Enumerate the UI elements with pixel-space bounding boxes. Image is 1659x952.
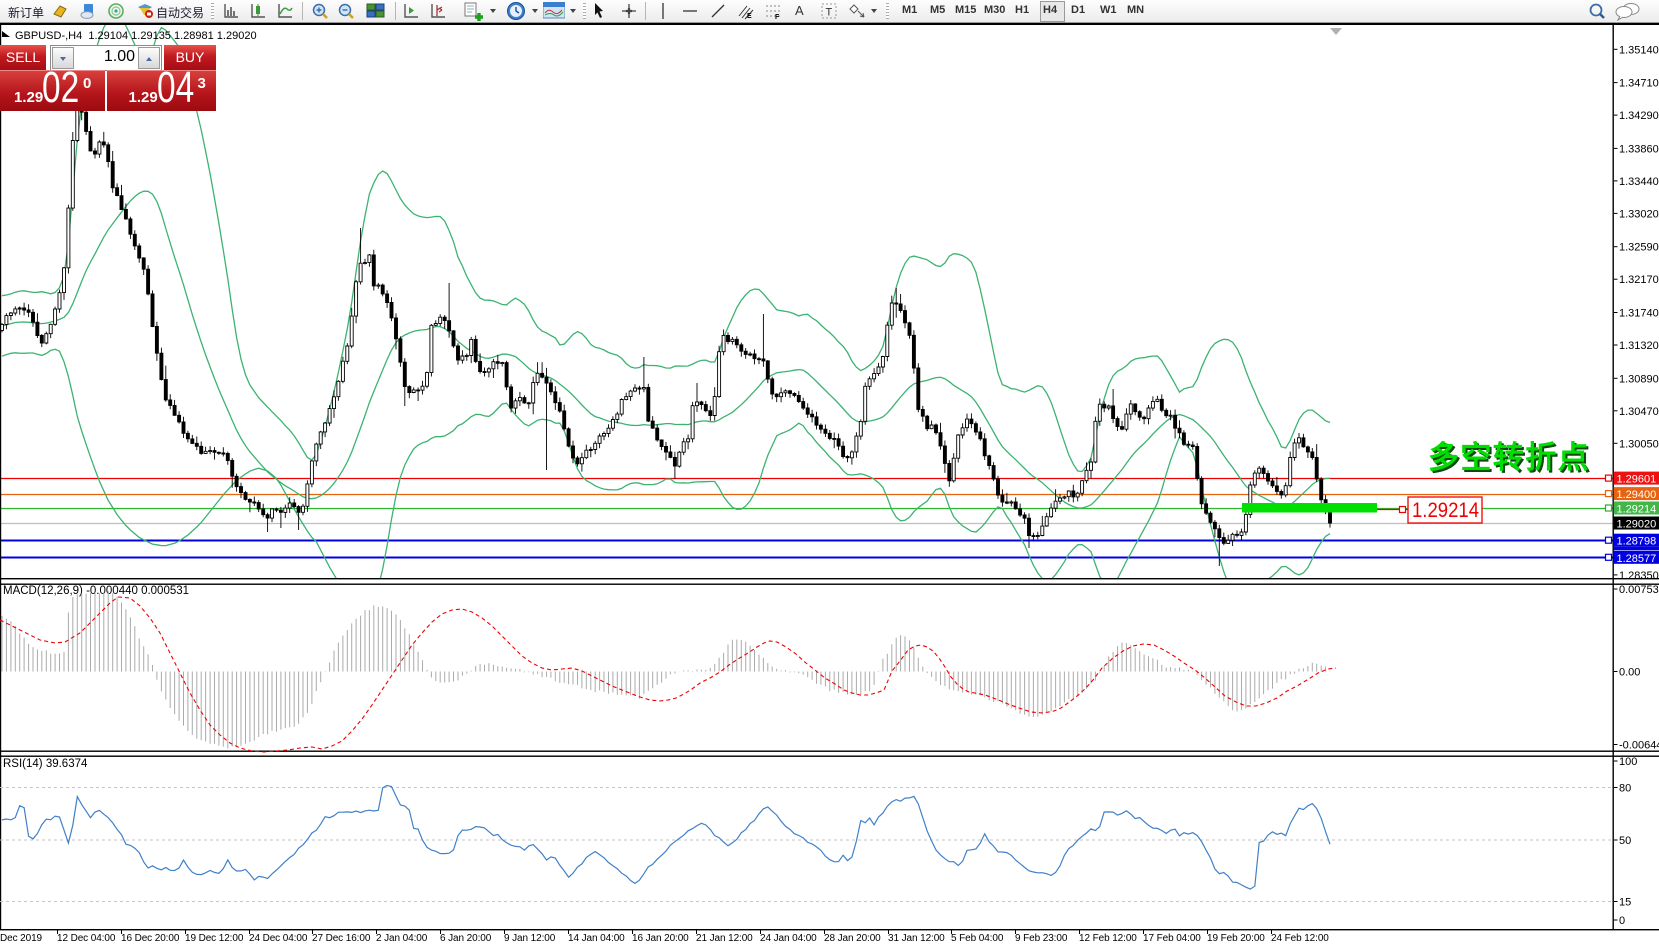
svg-text:19 Dec 12:00: 19 Dec 12:00 <box>185 933 244 944</box>
svg-text:24 Jan 04:00: 24 Jan 04:00 <box>760 933 817 944</box>
svg-text:15: 15 <box>1619 897 1631 909</box>
svg-text:1.28577: 1.28577 <box>1617 553 1657 565</box>
svg-text:1.29020: 1.29020 <box>1617 519 1657 531</box>
svg-text:0.00: 0.00 <box>1619 667 1640 679</box>
svg-text:17 Feb 04:00: 17 Feb 04:00 <box>1143 933 1201 944</box>
svg-text:1.28350: 1.28350 <box>1619 570 1659 582</box>
svg-text:0: 0 <box>1619 915 1625 927</box>
svg-text:24 Feb 12:00: 24 Feb 12:00 <box>1271 933 1329 944</box>
svg-text:1.33860: 1.33860 <box>1619 143 1659 155</box>
svg-text:1.32590: 1.32590 <box>1619 242 1659 254</box>
svg-text:1.34290: 1.34290 <box>1619 110 1659 122</box>
svg-text:1.29601: 1.29601 <box>1617 474 1657 486</box>
svg-text:Dec 2019: Dec 2019 <box>0 933 43 944</box>
svg-text:1.30890: 1.30890 <box>1619 373 1659 385</box>
svg-text:21 Jan 12:00: 21 Jan 12:00 <box>696 933 753 944</box>
svg-text:1.30470: 1.30470 <box>1619 406 1659 418</box>
svg-text:100: 100 <box>1619 756 1637 768</box>
svg-text:12 Feb 12:00: 12 Feb 12:00 <box>1079 933 1137 944</box>
svg-text:31 Jan 12:00: 31 Jan 12:00 <box>888 933 945 944</box>
svg-text:多空转折点: 多空转折点 <box>1430 442 1592 477</box>
svg-text:6 Jan 20:00: 6 Jan 20:00 <box>440 933 492 944</box>
svg-text:1.29214: 1.29214 <box>1412 498 1479 522</box>
svg-text:16 Jan 20:00: 16 Jan 20:00 <box>632 933 689 944</box>
svg-text:1.33440: 1.33440 <box>1619 176 1659 188</box>
svg-text:F: F <box>775 14 780 20</box>
svg-text:1.30050: 1.30050 <box>1619 438 1659 450</box>
svg-text:多空转折点: 多空转折点 <box>1428 440 1590 475</box>
svg-text:24 Dec 04:00: 24 Dec 04:00 <box>249 933 308 944</box>
svg-text:1.31320: 1.31320 <box>1619 340 1659 352</box>
svg-text:1.34710: 1.34710 <box>1619 78 1659 90</box>
svg-text:GBPUSD-,H4 1.29104 1.29135 1.: GBPUSD-,H4 1.29104 1.29135 1.28981 1.290… <box>15 30 257 42</box>
svg-text:12 Dec 04:00: 12 Dec 04:00 <box>57 933 116 944</box>
svg-text:1.32170: 1.32170 <box>1619 274 1659 286</box>
svg-text:14 Jan 04:00: 14 Jan 04:00 <box>568 933 625 944</box>
svg-text:RSI(14) 39.6374: RSI(14) 39.6374 <box>3 758 88 770</box>
svg-text:1.33020: 1.33020 <box>1619 208 1659 220</box>
svg-text:0.007538: 0.007538 <box>1619 584 1659 596</box>
svg-text:27 Dec 16:00: 27 Dec 16:00 <box>312 933 371 944</box>
svg-text:28 Jan 20:00: 28 Jan 20:00 <box>824 933 881 944</box>
svg-text:1.29214: 1.29214 <box>1617 504 1657 516</box>
svg-text:E: E <box>747 13 752 20</box>
svg-text:5 Feb 04:00: 5 Feb 04:00 <box>951 933 1004 944</box>
svg-text:MACD(12,26,9) -0.000440 0.0005: MACD(12,26,9) -0.000440 0.000531 <box>3 585 189 597</box>
svg-text:9 Jan 12:00: 9 Jan 12:00 <box>504 933 556 944</box>
svg-text:1.28798: 1.28798 <box>1617 536 1657 548</box>
svg-text:-0.006446: -0.006446 <box>1619 740 1659 752</box>
svg-text:1.31740: 1.31740 <box>1619 308 1659 320</box>
svg-text:9 Feb 23:00: 9 Feb 23:00 <box>1015 933 1068 944</box>
svg-text:2 Jan 04:00: 2 Jan 04:00 <box>376 933 428 944</box>
svg-text:1.29400: 1.29400 <box>1617 489 1657 501</box>
svg-text:16 Dec 20:00: 16 Dec 20:00 <box>121 933 180 944</box>
svg-text:80: 80 <box>1619 783 1631 795</box>
svg-text:T: T <box>826 7 833 19</box>
svg-text:19 Feb 20:00: 19 Feb 20:00 <box>1207 933 1265 944</box>
svg-text:1.35140: 1.35140 <box>1619 44 1659 56</box>
svg-text:50: 50 <box>1619 835 1631 847</box>
